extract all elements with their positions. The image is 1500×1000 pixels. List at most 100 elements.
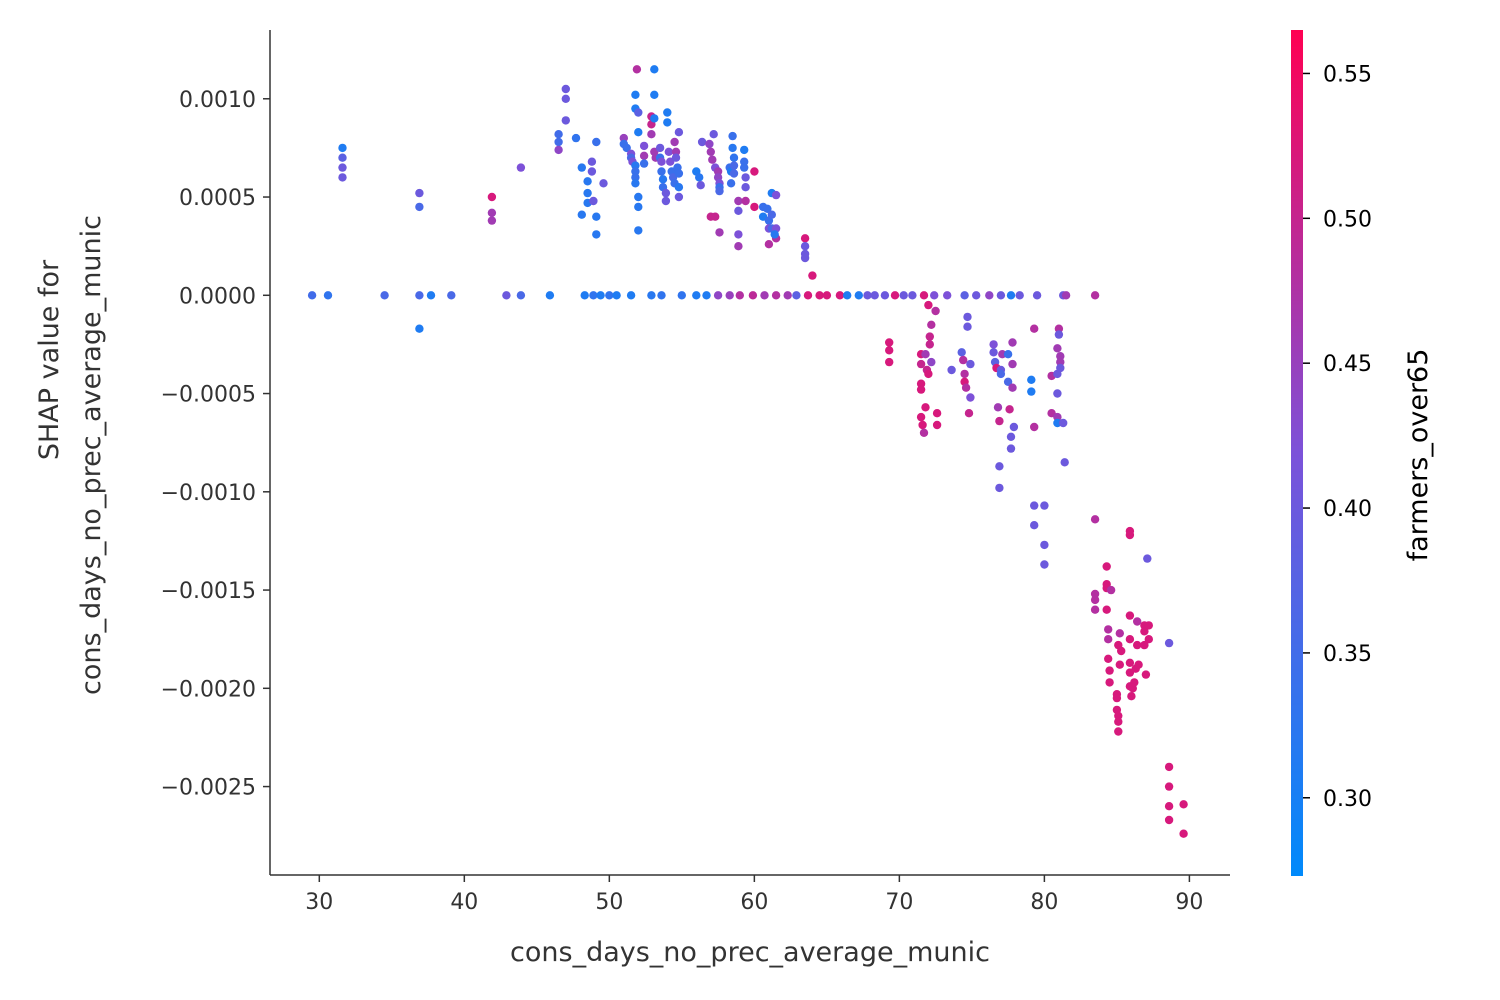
data-point: [1115, 629, 1125, 638]
data-point: [885, 357, 894, 367]
data-point: [800, 253, 810, 263]
data-point: [1133, 617, 1142, 626]
data-point: [554, 130, 563, 139]
data-point: [1061, 291, 1071, 300]
data-point: [885, 346, 894, 355]
data-point: [995, 462, 1004, 471]
data-point: [577, 210, 586, 219]
data-point: [592, 230, 601, 239]
data-point: [554, 137, 563, 147]
data-point: [674, 192, 684, 202]
data-point: [885, 338, 894, 347]
data-point: [592, 212, 601, 221]
data-point: [650, 90, 659, 100]
data-point: [1008, 359, 1017, 369]
data-point: [583, 177, 592, 186]
data-point: [870, 291, 879, 300]
data-point: [750, 202, 759, 212]
data-point: [1030, 501, 1039, 510]
data-point: [1030, 324, 1039, 333]
data-point: [741, 173, 750, 182]
data-point: [1117, 646, 1126, 656]
data-point: [1125, 658, 1135, 667]
data-point: [808, 271, 817, 280]
data-point: [713, 291, 723, 300]
data-point: [1056, 363, 1065, 373]
data-point: [571, 133, 581, 143]
data-point: [729, 161, 739, 170]
data-point: [1141, 670, 1151, 679]
x-tick-label: 40: [450, 890, 478, 915]
data-point: [741, 196, 750, 206]
colorbar-tick-label: 0.40: [1323, 497, 1372, 522]
colorbar: [1291, 30, 1303, 876]
y-axis-title-line1: SHAP value for: [34, 259, 65, 460]
data-point: [1115, 660, 1125, 669]
data-point: [728, 143, 737, 153]
data-point: [708, 155, 717, 164]
data-point: [734, 206, 743, 215]
data-point: [1104, 625, 1113, 634]
data-point: [592, 137, 601, 147]
x-tick-label: 70: [885, 890, 913, 915]
data-point: [631, 90, 640, 100]
y-tick-label: 0.0000: [179, 284, 256, 309]
data-point: [612, 291, 621, 300]
data-point: [1125, 530, 1135, 540]
data-point: [966, 393, 975, 402]
data-point: [655, 143, 665, 153]
data-point: [760, 291, 769, 300]
data-point: [1059, 418, 1068, 428]
data-point: [1144, 621, 1154, 630]
colorbar-ticks: 0.30 0.35 0.40 0.45 0.50 0.55: [1303, 62, 1372, 812]
data-point: [1006, 291, 1016, 300]
data-point: [1008, 338, 1017, 347]
data-point: [664, 147, 673, 156]
data-point: [487, 208, 497, 217]
data-point: [725, 291, 734, 300]
data-point: [1179, 800, 1188, 809]
data-point: [822, 291, 832, 300]
data-point: [972, 291, 981, 300]
data-point: [426, 291, 436, 300]
data-point: [989, 348, 998, 357]
data-point: [1164, 638, 1174, 648]
data-point: [639, 159, 649, 168]
data-point: [1030, 422, 1039, 432]
data-point: [307, 291, 317, 300]
data-point: [671, 153, 681, 162]
data-point: [916, 385, 926, 394]
colorbar-tick-label: 0.50: [1323, 207, 1372, 232]
colorbar-tick-label: 0.35: [1323, 642, 1372, 667]
data-point: [996, 291, 1006, 300]
y-axis-ticks: 0.0010 0.0005 0.0000 −0.0005 −0.0010 −0.0015 −…: [161, 88, 270, 801]
data-point: [631, 179, 640, 188]
data-point: [711, 212, 720, 221]
data-point: [734, 242, 743, 251]
x-tick-label: 50: [595, 890, 623, 915]
data-point: [1140, 627, 1149, 636]
data-point: [650, 114, 659, 123]
data-point: [1104, 635, 1113, 644]
data-point: [650, 65, 659, 74]
data-point: [932, 420, 942, 430]
data-point: [631, 167, 640, 176]
data-point: [697, 137, 707, 147]
data-point: [1030, 521, 1039, 530]
y-tick-label: −0.0010: [161, 481, 256, 506]
data-point: [516, 163, 526, 172]
data-point: [1140, 640, 1149, 650]
data-point: [815, 291, 824, 300]
data-point: [931, 306, 940, 316]
data-point: [800, 234, 810, 243]
data-point: [863, 291, 872, 300]
data-point: [580, 291, 589, 300]
data-point: [674, 169, 684, 178]
data-point: [947, 365, 956, 375]
data-point: [1056, 352, 1065, 361]
data-point: [661, 196, 671, 206]
data-point: [734, 196, 743, 206]
data-point: [925, 340, 934, 349]
data-point: [702, 291, 711, 300]
